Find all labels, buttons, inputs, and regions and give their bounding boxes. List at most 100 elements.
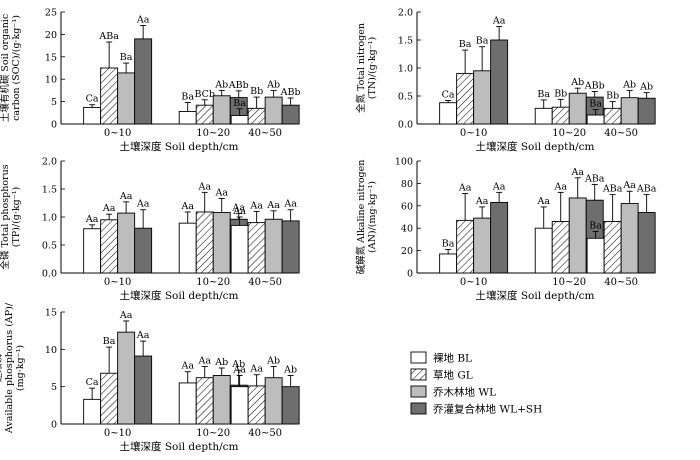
- bar: [83, 106, 102, 125]
- bar: [264, 218, 283, 274]
- bar: [178, 382, 197, 425]
- bar: [490, 201, 509, 274]
- bar: [264, 96, 283, 125]
- x-tick-label: 40~50: [604, 128, 638, 139]
- bar: [247, 107, 266, 125]
- significance-label: Ba: [103, 336, 116, 347]
- y-axis-label: 全磷 Total phosphorus: [0, 164, 11, 269]
- significance-label: Aa: [197, 356, 211, 367]
- bar: [100, 372, 119, 425]
- bar: [568, 92, 587, 125]
- significance-label: Aa: [492, 181, 506, 192]
- y-axis-label: carbon (SOC)/(g·kg⁻¹): [11, 15, 22, 121]
- bar: [117, 331, 136, 425]
- y-axis-label: (TN)/(g·kg⁻¹): [367, 37, 378, 99]
- significance-label: Ab: [231, 359, 245, 370]
- bar: [83, 398, 102, 425]
- y-axis-label: (AN)/(mg·kg⁻¹): [367, 181, 378, 253]
- y-tick-label: 2.0: [398, 8, 413, 19]
- y-tick-label: 5: [51, 382, 57, 393]
- bar: [439, 102, 458, 125]
- x-tick-label: 40~50: [604, 277, 638, 288]
- significance-label: ABa: [636, 184, 657, 195]
- y-tick-label: 80: [401, 179, 413, 190]
- x-axis-label: 土壤深度 Soil depth/cm: [476, 289, 595, 302]
- bar: [551, 221, 570, 274]
- significance-label: Ab: [214, 357, 228, 368]
- legend-item: 裸地 BL: [410, 352, 472, 365]
- y-axis-label: 速效磷: [0, 353, 4, 382]
- bar: [456, 73, 475, 125]
- significance-label: Aa: [136, 199, 150, 210]
- bar: [603, 221, 622, 274]
- y-tick-label: 0.5: [42, 241, 57, 252]
- significance-label: Ba: [589, 221, 602, 232]
- significance-label: Ab: [266, 356, 280, 367]
- x-tick-label: 10~20: [196, 428, 230, 439]
- significance-label: Ba: [181, 91, 194, 102]
- bar: [134, 227, 153, 274]
- significance-label: Ba: [589, 98, 602, 109]
- significance-label: Aa: [102, 203, 116, 214]
- y-tick-label: 0: [51, 420, 57, 431]
- significance-label: Ba: [537, 89, 550, 100]
- bar: [100, 219, 119, 274]
- bar: [134, 355, 153, 425]
- y-tick-label: 25: [45, 8, 57, 19]
- significance-label: Aa: [232, 364, 246, 375]
- significance-label: ABb: [280, 87, 301, 98]
- y-tick-label: 5: [51, 97, 57, 108]
- y-tick-label: 0: [407, 269, 413, 280]
- bar: [178, 111, 197, 125]
- significance-label: BCb: [194, 89, 215, 100]
- bar: [603, 107, 622, 125]
- significance-label: ABa: [98, 31, 119, 42]
- legend-label: 乔木林地 WL: [433, 386, 496, 399]
- y-tick-label: 20: [401, 246, 413, 257]
- significance-label: Aa: [231, 203, 245, 214]
- legend-item: 草地 GL: [410, 369, 473, 382]
- significance-label: Ba: [459, 39, 472, 50]
- significance-label: Ab: [622, 79, 636, 90]
- significance-label: Ca: [86, 94, 99, 105]
- legend-label: 草地 GL: [433, 369, 473, 382]
- bar: [212, 95, 231, 125]
- x-tick-label: 40~50: [248, 128, 282, 139]
- bar: [117, 72, 136, 125]
- y-axis-label: Available phosphorus (AP)/: [4, 302, 15, 434]
- bar: [264, 377, 283, 425]
- legend: 裸地 BL 草地 GL 乔木林地 WL 乔灌复合林地 WL+SH: [410, 352, 542, 416]
- bar: [620, 203, 639, 274]
- bar: [281, 220, 300, 274]
- y-tick-label: 2.0: [42, 157, 57, 168]
- significance-label: Aa: [283, 199, 297, 210]
- bar: [230, 115, 249, 125]
- bar: [473, 217, 492, 274]
- significance-label: Ba: [442, 238, 455, 249]
- legend-swatch: [410, 402, 427, 415]
- significance-label: Ab: [283, 364, 297, 375]
- bar: [178, 222, 197, 274]
- bar: [212, 212, 231, 274]
- x-tick-label: 10~20: [196, 128, 230, 139]
- significance-label: ABa: [602, 184, 623, 195]
- x-tick-label: 0~10: [460, 277, 487, 288]
- x-tick-label: 10~20: [552, 128, 586, 139]
- y-tick-label: 1.0: [398, 64, 413, 75]
- significance-label: Aa: [492, 16, 506, 27]
- significance-label: Aa: [249, 200, 263, 211]
- bar: [637, 97, 656, 125]
- significance-label: Aa: [119, 191, 133, 202]
- x-tick-label: 0~10: [460, 128, 487, 139]
- x-axis-label: 土壤深度 Soil depth/cm: [120, 289, 239, 302]
- legend-swatch: [410, 385, 427, 398]
- bar: [490, 39, 509, 125]
